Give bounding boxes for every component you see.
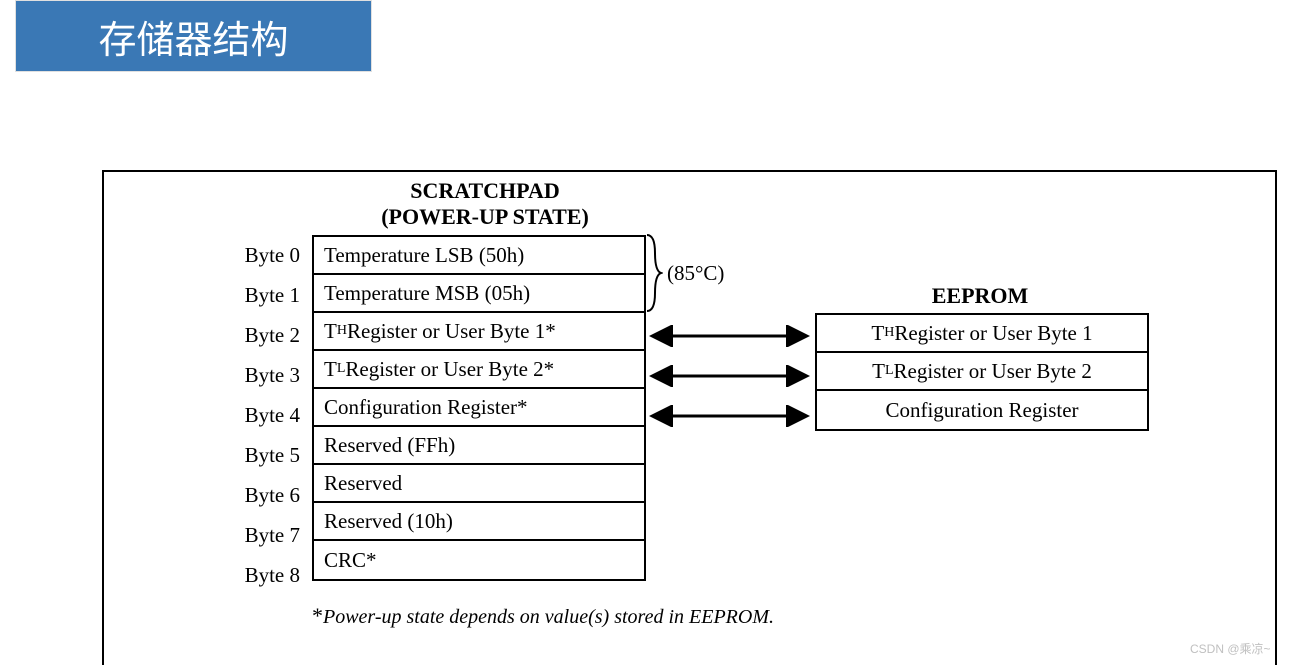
double-arrow-icon <box>647 405 812 427</box>
byte-label: Byte 2 <box>220 315 312 355</box>
scratchpad-cell: CRC* <box>314 541 644 579</box>
eeprom-cell: TH Register or User Byte 1 <box>817 315 1147 353</box>
footnote-text: Power-up state depends on value(s) store… <box>323 606 774 628</box>
scratchpad-heading: SCRATCHPAD (POWER-UP STATE) <box>325 178 645 231</box>
watermark: CSDN @乘凉~ <box>1190 640 1271 657</box>
byte-label: Byte 1 <box>220 275 312 315</box>
eeprom-table: TH Register or User Byte 1 TL Register o… <box>815 313 1149 431</box>
scratchpad-cell: Reserved (10h) <box>314 503 644 541</box>
byte-label: Byte 8 <box>220 555 312 595</box>
byte-label: Byte 5 <box>220 435 312 475</box>
byte-label: Byte 7 <box>220 515 312 555</box>
scratchpad-cell: TL Register or User Byte 2* <box>314 351 644 389</box>
footnote-star: * <box>312 603 323 628</box>
eeprom-heading: EEPROM <box>815 283 1145 309</box>
eeprom-cell: Configuration Register <box>817 391 1147 429</box>
scratchpad-cell: Temperature MSB (05h) <box>314 275 644 313</box>
scratchpad-table: Temperature LSB (50h) Temperature MSB (0… <box>312 235 646 581</box>
scratchpad-title-line2: (POWER-UP STATE) <box>325 204 645 230</box>
scratchpad-cell: Reserved (FFh) <box>314 427 644 465</box>
temperature-bracket: (85°C) <box>645 233 724 313</box>
eeprom-cell: TL Register or User Byte 2 <box>817 353 1147 391</box>
brace-icon <box>645 233 663 313</box>
scratchpad-title-line1: SCRATCHPAD <box>325 178 645 204</box>
page-title-bar: 存储器结构 <box>15 0 372 72</box>
footnote: *Power-up state depends on value(s) stor… <box>312 603 774 629</box>
page-title: 存储器结构 <box>98 9 288 64</box>
byte-label: Byte 0 <box>220 235 312 275</box>
scratchpad-cell: Configuration Register* <box>314 389 644 427</box>
byte-label: Byte 3 <box>220 355 312 395</box>
scratchpad-cell: TH Register or User Byte 1* <box>314 313 644 351</box>
double-arrow-icon <box>647 325 812 347</box>
scratchpad-cell: Reserved <box>314 465 644 503</box>
bracket-note: (85°C) <box>667 261 724 286</box>
byte-label: Byte 6 <box>220 475 312 515</box>
byte-label: Byte 4 <box>220 395 312 435</box>
scratchpad-cell: Temperature LSB (50h) <box>314 237 644 275</box>
diagram-area: SCRATCHPAD (POWER-UP STATE) Byte 0 Byte … <box>115 178 1265 658</box>
byte-labels-column: Byte 0 Byte 1 Byte 2 Byte 3 Byte 4 Byte … <box>220 235 312 595</box>
double-arrow-icon <box>647 365 812 387</box>
